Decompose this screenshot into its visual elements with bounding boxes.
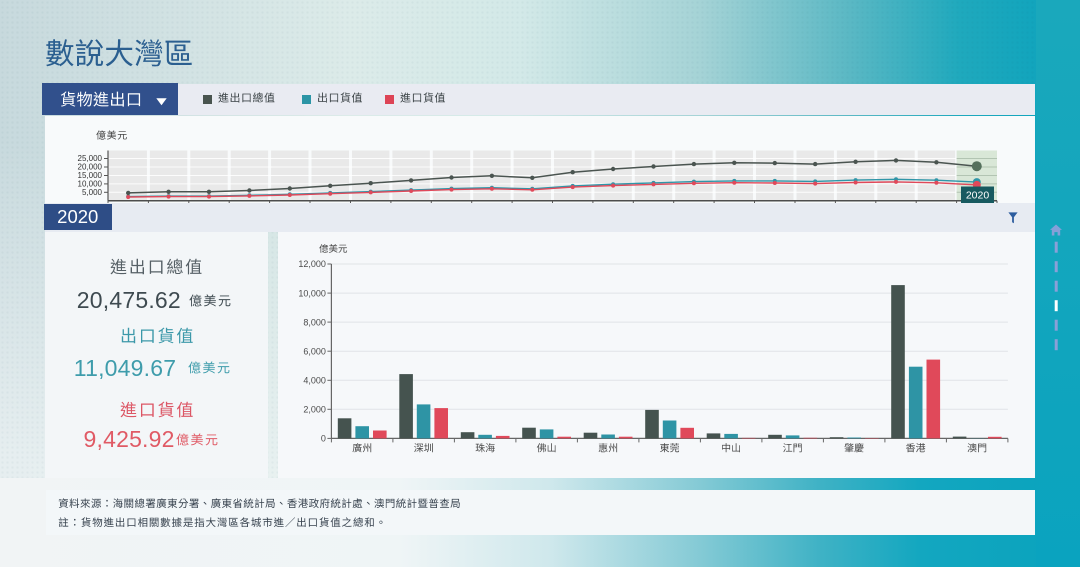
- svg-text:2,000: 2,000: [303, 405, 326, 415]
- svg-text:25,000: 25,000: [78, 154, 103, 163]
- svg-text:12,000: 12,000: [298, 259, 326, 269]
- svg-text:8,000: 8,000: [303, 317, 326, 327]
- svg-text:15,000: 15,000: [78, 171, 103, 180]
- svg-text:5,000: 5,000: [82, 188, 103, 197]
- svg-text:6,000: 6,000: [303, 346, 326, 356]
- svg-text:10,000: 10,000: [78, 180, 103, 189]
- svg-text:10,000: 10,000: [298, 288, 326, 298]
- svg-text:20,000: 20,000: [78, 163, 103, 172]
- svg-text:4,000: 4,000: [303, 376, 326, 386]
- svg-text:2020: 2020: [966, 190, 990, 202]
- svg-text:0: 0: [321, 434, 326, 444]
